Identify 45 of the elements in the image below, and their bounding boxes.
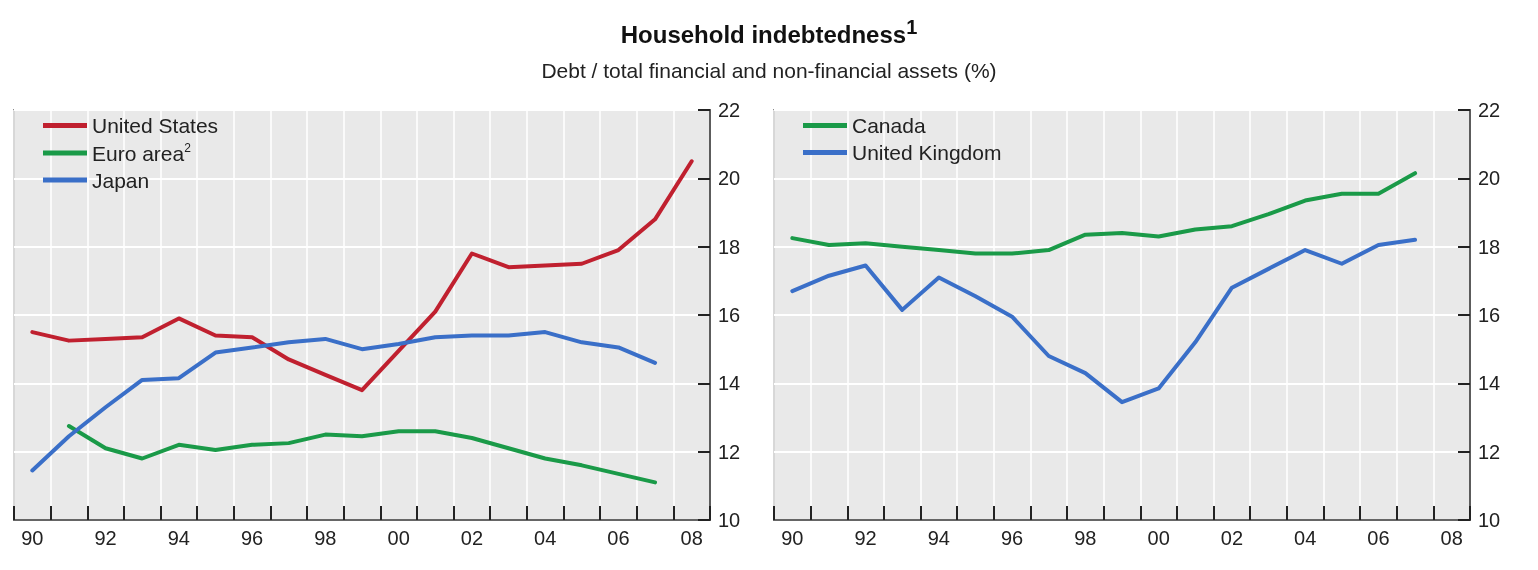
legend-label: Canada — [852, 114, 926, 137]
line-series — [790, 171, 1418, 256]
y-tick-label: 10 — [1478, 509, 1501, 531]
legend-label: United States — [92, 114, 219, 137]
x-tick-label: 08 — [1440, 527, 1463, 549]
line-series — [30, 330, 658, 473]
y-tick-label: 14 — [1478, 372, 1501, 395]
x-tick-label: 02 — [1220, 527, 1244, 549]
x-tick-label: 92 — [94, 527, 117, 549]
y-tick-label: 22 — [718, 99, 741, 121]
x-tick-label: 96 — [240, 527, 264, 549]
line-series — [30, 159, 694, 393]
x-tick-label: 00 — [1147, 527, 1170, 549]
legend-label: United Kingdom — [852, 141, 1002, 164]
x-tick-label: 04 — [534, 527, 557, 549]
x-tick-label: 06 — [607, 527, 630, 549]
y-tick-label: 10 — [718, 509, 741, 531]
x-tick-label: 90 — [21, 527, 44, 549]
text: Household indebtedness$^{1}$ — [619, 15, 919, 49]
x-tick-label: 96 — [1000, 527, 1024, 549]
x-tick-label: 06 — [1367, 527, 1390, 549]
y-tick-label: 16 — [718, 304, 741, 326]
y-tick-label: 12 — [718, 440, 741, 463]
y-tick-label: 22 — [1478, 99, 1501, 121]
y-tick-label: 20 — [1478, 167, 1501, 190]
y-tick-label: 18 — [1478, 235, 1501, 258]
legend-label: Japan — [92, 168, 150, 192]
y-tick-label: 20 — [718, 167, 741, 190]
y-tick-label: 14 — [718, 372, 741, 395]
y-tick-label: 18 — [718, 235, 741, 258]
y-tick-label: 12 — [1478, 440, 1501, 463]
x-tick-label: 02 — [460, 527, 484, 549]
text: Debt / total financial and non-financial assets (%) — [540, 59, 998, 83]
x-tick-label: 92 — [854, 527, 877, 549]
x-tick-label: 94 — [167, 527, 190, 549]
x-tick-label: 98 — [1074, 527, 1097, 549]
x-tick-label: 00 — [387, 527, 410, 549]
x-tick-label: 90 — [781, 527, 804, 549]
x-tick-label: 04 — [1294, 527, 1317, 549]
y-tick-label: 16 — [1478, 304, 1501, 326]
line-series — [790, 237, 1418, 405]
line-series — [66, 424, 658, 485]
x-tick-label: 98 — [314, 527, 337, 549]
x-tick-label: 08 — [680, 527, 703, 549]
x-tick-label: 94 — [927, 527, 950, 549]
